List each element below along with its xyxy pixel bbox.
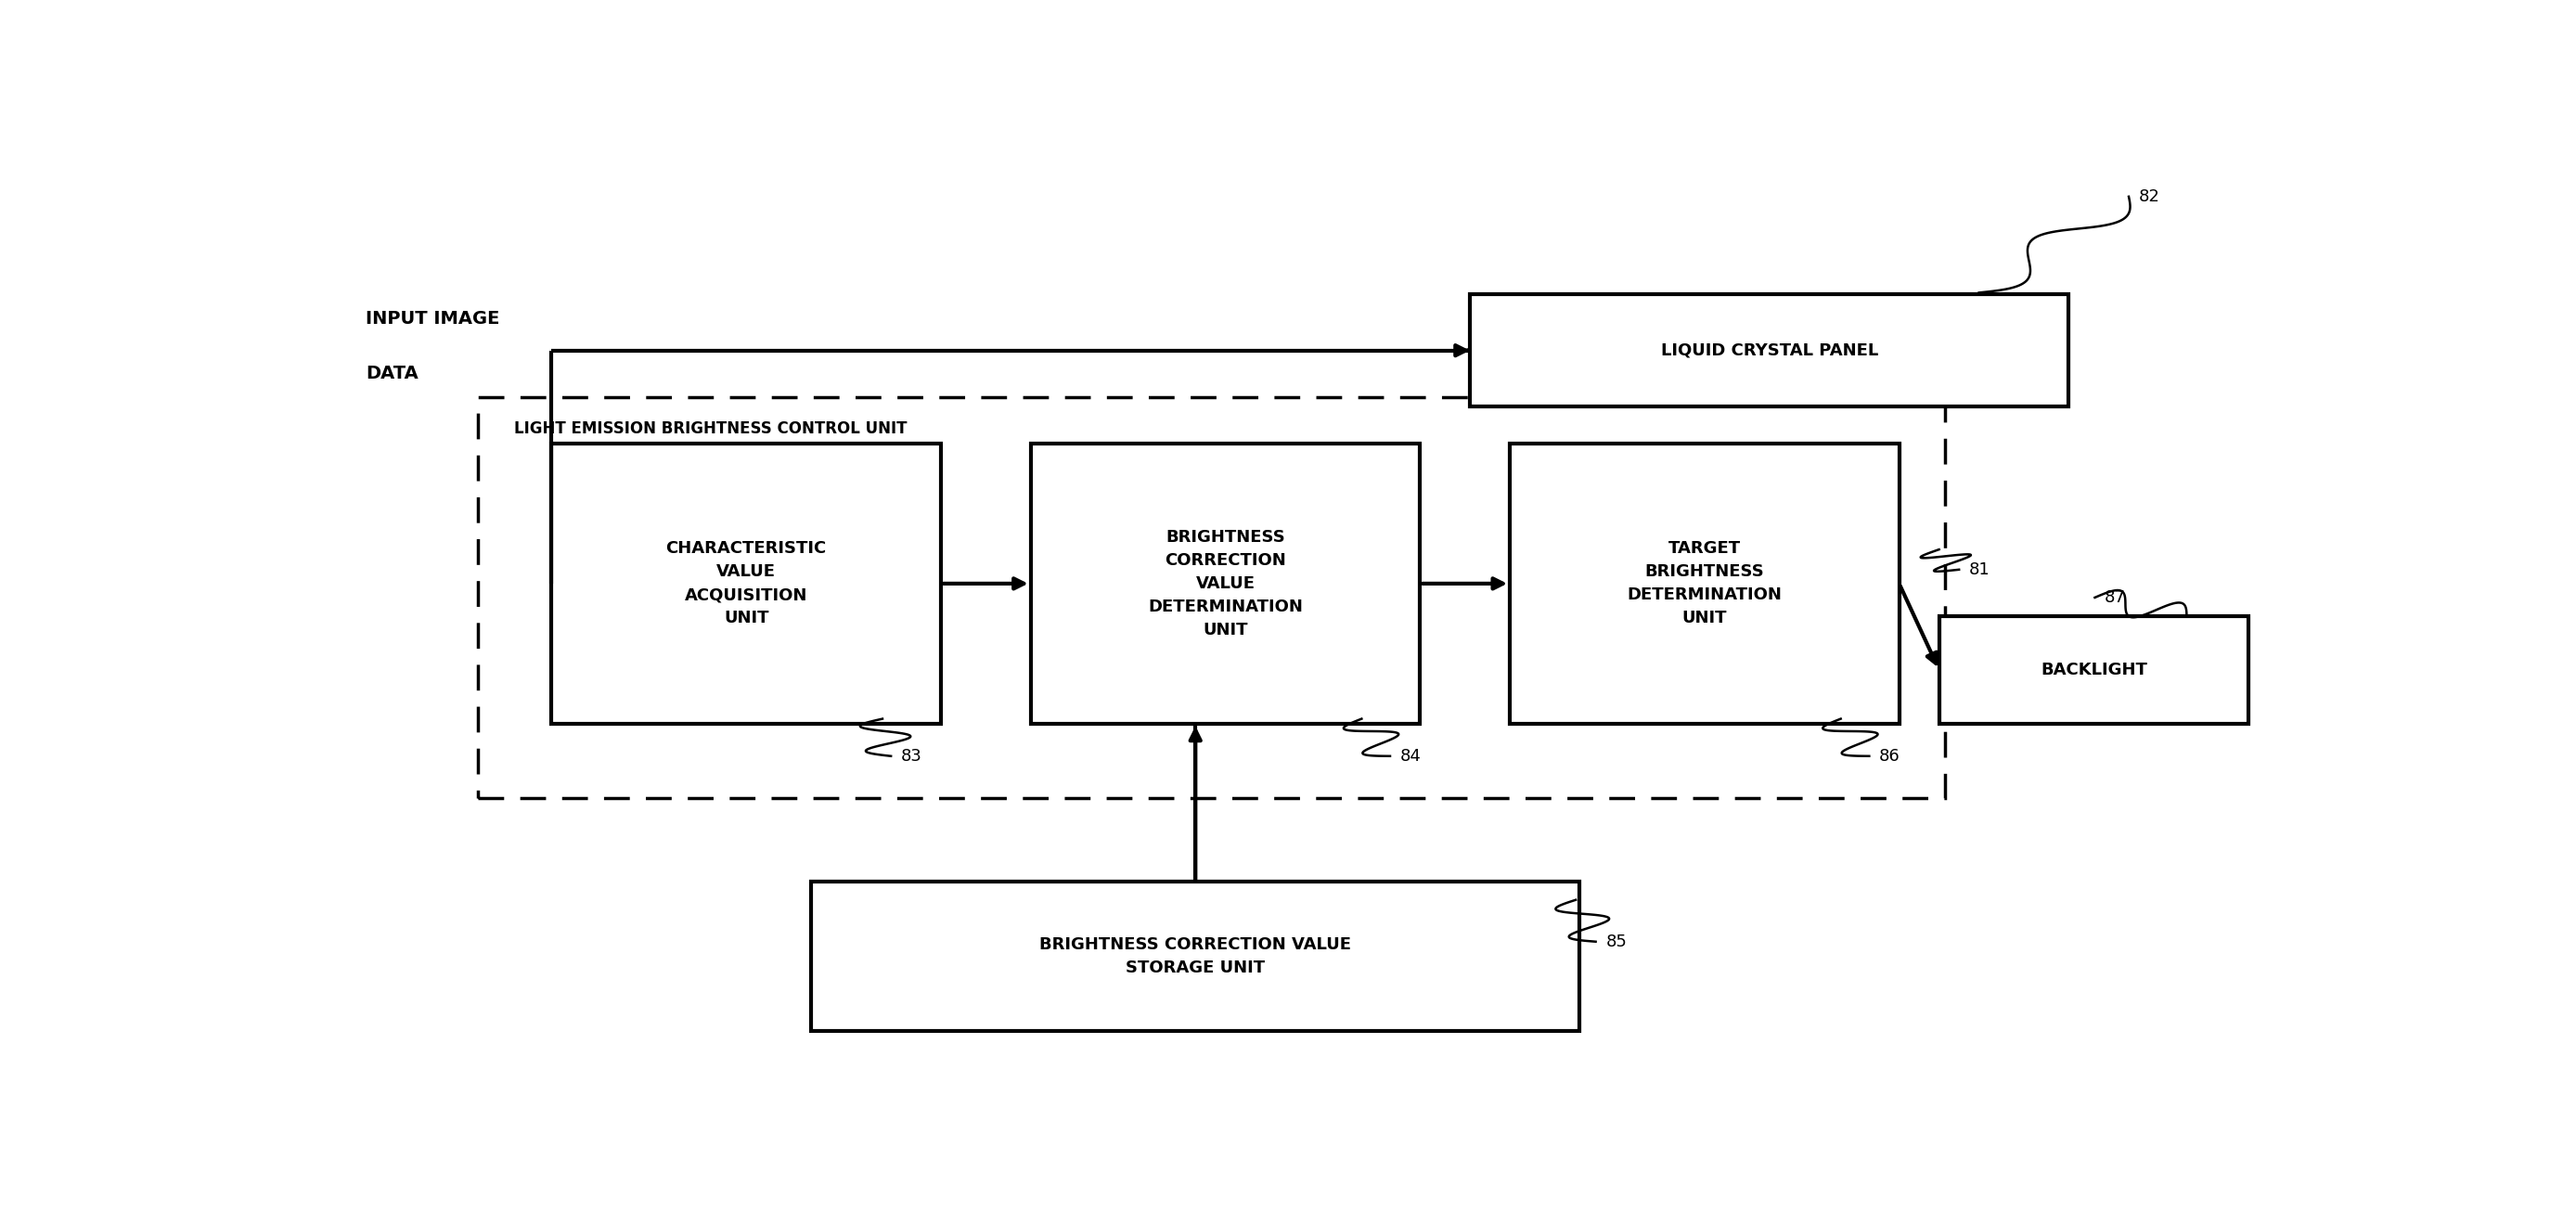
Text: 81: 81 (1968, 561, 1991, 578)
Text: INPUT IMAGE: INPUT IMAGE (366, 310, 500, 327)
Text: BRIGHTNESS CORRECTION VALUE
STORAGE UNIT: BRIGHTNESS CORRECTION VALUE STORAGE UNIT (1041, 936, 1352, 976)
Text: CHARACTERISTIC
VALUE
ACQUISITION
UNIT: CHARACTERISTIC VALUE ACQUISITION UNIT (665, 540, 827, 627)
Text: LIQUID CRYSTAL PANEL: LIQUID CRYSTAL PANEL (1662, 343, 1878, 358)
Bar (1510, 443, 1899, 723)
Bar (1940, 616, 2249, 723)
Text: BACKLIGHT: BACKLIGHT (2040, 661, 2148, 678)
Text: 82: 82 (2138, 188, 2159, 205)
Text: TARGET
BRIGHTNESS
DETERMINATION
UNIT: TARGET BRIGHTNESS DETERMINATION UNIT (1628, 540, 1783, 627)
Text: 86: 86 (1880, 747, 1901, 764)
Text: BRIGHTNESS
CORRECTION
VALUE
DETERMINATION
UNIT: BRIGHTNESS CORRECTION VALUE DETERMINATIO… (1149, 529, 1303, 638)
Bar (811, 882, 1579, 1032)
Text: LIGHT EMISSION BRIGHTNESS CONTROL UNIT: LIGHT EMISSION BRIGHTNESS CONTROL UNIT (513, 420, 907, 437)
Bar (551, 443, 940, 723)
Text: 84: 84 (1401, 747, 1422, 764)
Bar (1471, 294, 2069, 407)
Text: 83: 83 (902, 747, 922, 764)
Text: DATA: DATA (366, 365, 417, 383)
Text: 87: 87 (2105, 590, 2125, 606)
Text: 85: 85 (1605, 934, 1628, 949)
Bar (477, 397, 1945, 798)
Bar (1030, 443, 1419, 723)
